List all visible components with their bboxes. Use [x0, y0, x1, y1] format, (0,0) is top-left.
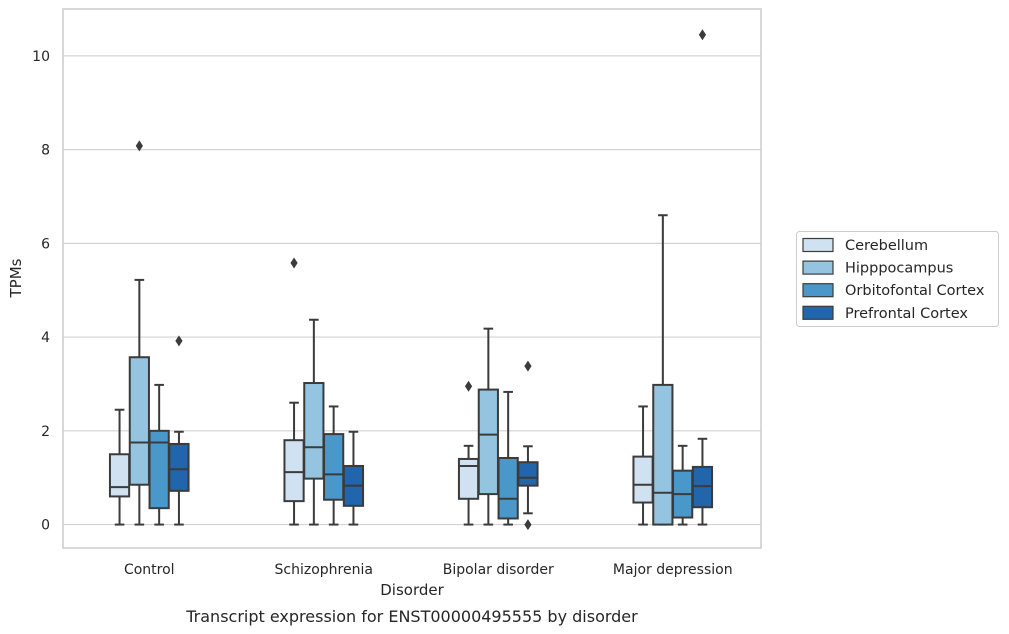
box — [128, 356, 150, 486]
x-tick-label: Major depression — [613, 562, 733, 578]
y-tick-label: 6 — [41, 236, 50, 252]
legend-swatch — [802, 283, 834, 298]
box — [108, 453, 131, 498]
plot-frame — [62, 8, 762, 549]
outlier-point — [175, 335, 183, 347]
box — [168, 442, 190, 492]
x-tick-label: Schizophrenia — [275, 562, 373, 578]
box — [283, 439, 305, 503]
outlier-point — [135, 140, 143, 152]
outlier-point — [464, 380, 473, 392]
legend-swatch — [802, 305, 834, 320]
y-tick-label: 2 — [41, 424, 50, 440]
legend: Cerebellum Hipppocampus Orbitofontal Corte… — [796, 231, 999, 327]
x-tick-label: Bipolar disorder — [443, 562, 554, 578]
y-axis-label: TPMs — [7, 258, 25, 298]
y-tick-label: 8 — [41, 143, 50, 159]
x-axis-label: Disorder — [380, 581, 444, 599]
legend-entry: Orbitofontal Cortex — [845, 283, 985, 299]
chart-caption: Transcript expression for ENST0000049555… — [185, 607, 638, 626]
y-tick-label: 0 — [41, 518, 50, 534]
y-tick-label: 10 — [32, 49, 50, 65]
box — [477, 388, 499, 496]
x-tick-label: Control — [124, 562, 175, 578]
plot-area — [62, 8, 762, 549]
box — [652, 383, 674, 526]
tick-labels: 0 2 4 6 8 10 Control Schizophrenia Bipolar disor… — [32, 49, 732, 578]
legend-entry: Cerebellum — [845, 238, 928, 254]
outlier-point — [698, 29, 707, 41]
outlier-point — [524, 519, 532, 531]
box — [457, 457, 480, 500]
box — [323, 433, 345, 501]
outlier-point — [290, 257, 298, 269]
y-tick-label: 4 — [41, 330, 50, 346]
legend-entry: Prefrontal Cortex — [845, 306, 968, 322]
legend-entry: Hipppocampus — [845, 261, 953, 277]
boxes — [108, 29, 714, 531]
legend-frame — [796, 231, 999, 327]
legend-swatch — [802, 237, 834, 253]
box — [497, 457, 519, 520]
legend-swatch — [802, 260, 834, 275]
box — [517, 461, 539, 487]
box — [632, 455, 654, 504]
box — [303, 382, 325, 480]
outlier-point — [524, 360, 532, 372]
